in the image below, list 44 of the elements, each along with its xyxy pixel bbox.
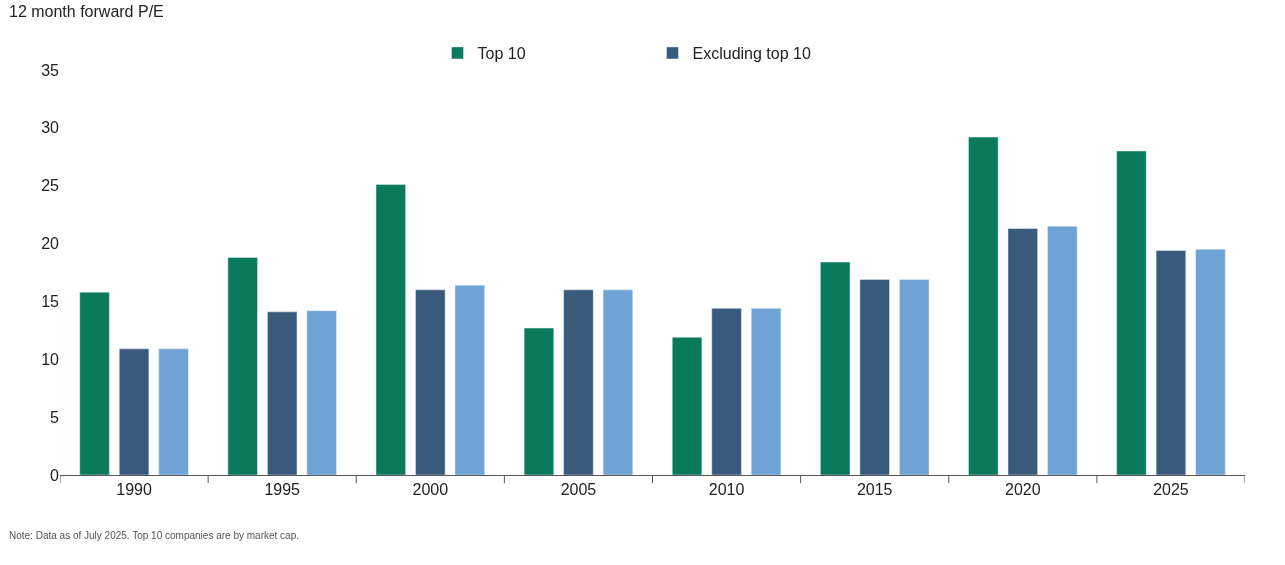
x-tick-label: 2010 [708,481,745,499]
bar [820,261,851,475]
x-tick-label: 2025 [1153,481,1189,499]
bar [1116,150,1147,475]
text: Note: Data as of July 2025. Top 10 companies are by market cap. [9,530,299,541]
bar [79,291,110,475]
bar [899,279,930,475]
legend-label: Excluding top 10 [692,45,811,63]
bar [415,289,446,475]
bar [227,257,258,475]
bar [267,311,298,475]
bar [454,284,485,475]
bar [1195,249,1226,475]
x-tick-label: 1990 [116,481,152,499]
bar [563,289,594,475]
y-tick-label: 35 [41,61,60,79]
bar [1155,250,1186,475]
x-tick-label: 2000 [412,481,449,499]
y-tick-label: 5 [50,408,60,426]
bar [119,348,150,475]
x-tick-label: 1995 [264,481,301,499]
y-tick-label: 20 [41,235,60,253]
x-tick-label: 2005 [560,481,597,499]
bar [523,327,554,475]
y-tick-label: 25 [41,177,60,195]
bar [158,348,189,475]
bar [859,279,890,475]
y-tick-label: 30 [41,119,60,137]
x-tick-label: 2015 [856,481,893,499]
bar [1047,225,1078,475]
bar [672,337,703,475]
bar [306,310,337,475]
legend-label: Top 10 [477,45,526,63]
bar [602,289,633,475]
y-tick-label: 0 [50,466,60,484]
bar [711,308,742,475]
bar [1007,228,1038,475]
bar [375,184,406,475]
bar [968,136,999,475]
y-tick-label: 15 [41,293,60,311]
y-axis-title: 12 month forward P/E [9,3,164,20]
bar [751,308,782,475]
x-tick-label: 2020 [1005,481,1041,499]
y-tick-label: 10 [41,350,60,368]
